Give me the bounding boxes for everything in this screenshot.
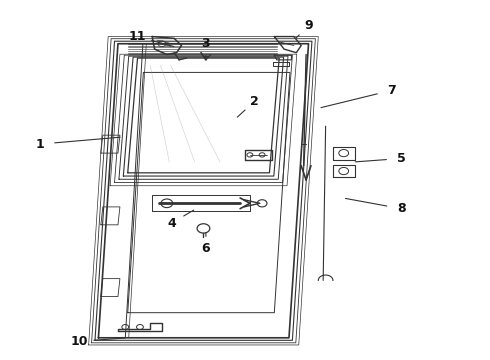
Text: 5: 5 [397,152,406,165]
Text: 6: 6 [201,242,210,255]
Text: 3: 3 [201,37,210,50]
Text: 7: 7 [387,84,396,97]
Text: 11: 11 [129,30,146,43]
Text: 9: 9 [304,19,313,32]
Text: 4: 4 [167,216,176,230]
Text: 2: 2 [250,95,259,108]
Text: 1: 1 [35,138,44,150]
Text: 10: 10 [70,335,88,348]
Text: 8: 8 [397,202,406,215]
